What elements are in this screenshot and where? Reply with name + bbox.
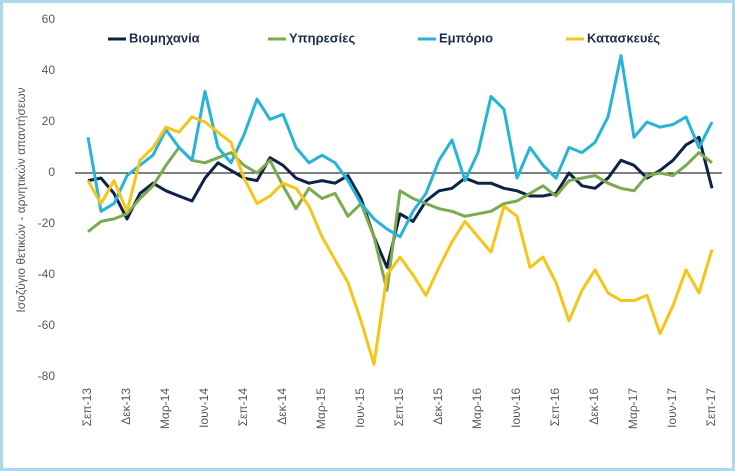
legend-label: Υπηρεσίες: [289, 30, 355, 45]
series-line: [87, 135, 714, 269]
x-tick-label: Δεκ-16: [587, 388, 601, 425]
x-tick-label: Σεπ-17: [704, 388, 718, 427]
y-tick-label: -60: [38, 318, 56, 332]
x-tick-label: Μαρ-17: [626, 388, 640, 429]
x-tick-label: Ιουν-14: [197, 388, 211, 428]
x-tick-label: Σεπ-14: [236, 388, 250, 427]
x-tick-label: Δεκ-15: [431, 388, 445, 425]
y-tick-label: 40: [42, 63, 56, 77]
y-tick-label: -80: [38, 369, 56, 383]
x-tick-label: Σεπ-16: [548, 388, 562, 427]
x-tick-label: Μαρ-14: [158, 388, 172, 429]
x-tick-label: Ιουν-15: [353, 388, 367, 428]
y-tick-label: -40: [38, 267, 56, 281]
x-tick-label: Δεκ-14: [275, 388, 289, 425]
y-tick-label: 0: [48, 165, 55, 179]
x-tick-label: Μαρ-15: [314, 388, 328, 429]
x-tick-label: Σεπ-13: [80, 388, 94, 427]
y-tick-label: 20: [42, 114, 56, 128]
series-line: [86, 54, 714, 239]
x-tick-label: Ιουν-17: [665, 388, 679, 428]
y-tick-label: 60: [42, 12, 56, 26]
legend-label: Κατασκευές: [587, 30, 660, 45]
x-tick-label: Ιουν-16: [509, 388, 523, 428]
y-axis-label: Ισοζύγιο θετικών - αρνητικών απαντήσεων: [14, 87, 28, 312]
legend-label: Εμπόριο: [439, 30, 493, 45]
legend-label: Βιομηχανία: [129, 30, 200, 45]
series-line: [86, 115, 714, 366]
y-tick-label: -20: [38, 216, 56, 230]
x-tick-label: Μαρ-16: [470, 388, 484, 429]
x-tick-label: Σεπ-15: [392, 388, 406, 427]
x-tick-label: Δεκ-13: [119, 388, 133, 425]
